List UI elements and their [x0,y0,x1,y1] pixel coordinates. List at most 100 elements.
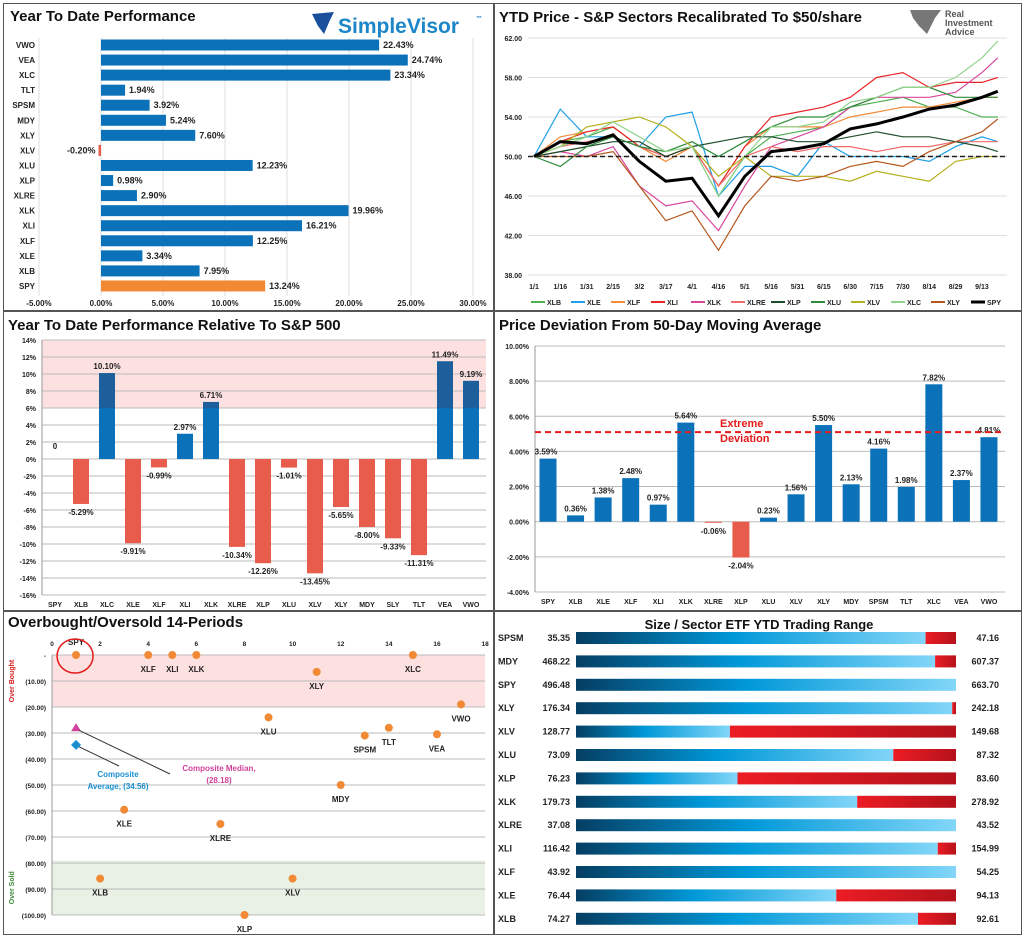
high-value: 87.32 [976,750,999,760]
point-label: XLI [166,665,178,674]
category-label: VWO [16,41,35,50]
point-label: XLY [309,682,324,691]
chart-title: Size / Sector ETF YTD Trading Range [645,617,874,632]
category-label: XLC [100,602,114,609]
data-label: 2.90% [141,191,167,201]
average-marker [71,739,82,750]
category-label: VWO [981,599,998,606]
point-xlu [264,713,273,722]
legend-label: XLF [627,300,641,307]
data-label: -12.26% [248,567,278,576]
category-label: XLU [761,599,775,606]
x-tick-label: 0 [50,641,54,648]
legend-label: XLV [867,300,880,307]
x-tick-label: 6/15 [817,284,831,291]
data-label: 12.23% [257,160,288,170]
bar-xlk [101,205,349,217]
highlight-circle [56,638,94,674]
panel-ytd-price: YTD Price - S&P Sectors Recalibrated To … [494,3,1022,311]
ytd-performance-chart: Year To Date Performance -5.00% 0.00% 5.00%… [10,8,487,308]
annotation-label: Composite Median, [182,764,255,773]
data-label: -8.00% [354,531,379,540]
data-label: 1.94% [129,85,155,95]
range-row-xlk: XLK 179.73 278.92 [498,795,999,808]
y-tick-label: 12% [22,355,37,362]
data-label: -9.33% [380,542,405,551]
y-tick-label: 2% [26,440,37,447]
range-bar-remaining [737,772,956,785]
ticker-label: XLF [498,867,516,877]
bar-overlay [203,401,219,408]
range-bar-current [576,678,956,691]
data-label: 3.34% [146,251,172,261]
category-label: XLC [19,71,35,80]
zone-label: Over Bought [9,659,16,702]
data-label: -13.45% [300,577,330,586]
x-tick-label: 12 [337,641,345,648]
point-label: SPSM [353,746,376,755]
x-tick-label: 0.00% [90,299,113,308]
high-value: 154.99 [971,844,999,854]
y-tick-label: - [44,653,46,660]
bar-mdy [359,459,375,527]
bar-xli [101,220,303,232]
bar-xly [101,129,196,141]
low-value: 468.22 [542,656,570,666]
point-xly [312,667,321,676]
category-label: XLB [569,599,583,606]
bar-tlt [101,84,126,96]
legend-label: XLRE [747,300,766,307]
low-value: 37.08 [547,820,570,830]
y-tick-label: -12% [20,559,37,566]
panel-trading-range: Size / Sector ETF YTD Trading Range SPSM 3… [494,611,1022,935]
low-value: 76.44 [547,890,570,900]
range-bar-current [576,795,858,808]
data-label: 0.23% [757,507,780,516]
chart-title: Year To Date Performance Relative To S&P… [8,317,341,334]
range-bar-current [576,725,730,738]
bar-xlf [101,235,253,247]
range-row-xlp: XLP 76.23 83.60 [498,772,999,785]
range-bar-remaining [925,632,956,644]
bar-mdy [101,114,166,126]
annotation-label: (28.18) [206,776,232,785]
category-label: XLK [204,602,218,609]
leader-line [78,729,171,775]
y-tick-label: -16% [20,593,37,600]
y-tick-label: (40.00) [25,757,46,764]
bar-xlre [229,459,245,547]
ticker-label: XLV [498,727,515,737]
eagle-icon [312,12,334,34]
low-value: 128.77 [542,727,570,737]
range-row-spsm: SPSM 35.35 47.16 [498,632,999,644]
point-label: XLF [141,665,156,674]
x-tick-label: 8 [243,641,247,648]
point-spy [72,651,81,659]
bar-xlre [101,190,137,202]
bar-vwo [980,437,998,522]
data-label: 5.50% [812,414,835,423]
x-tick-label: 1/31 [580,284,594,291]
bar-xlre [704,521,722,523]
y-tick-label: 4.00% [509,449,530,456]
y-tick-label: (90.00) [25,887,46,894]
data-label: 7.95% [204,266,230,276]
range-bar-remaining [729,725,956,738]
bar-xlv [787,494,805,522]
series-line-xlk [533,57,999,232]
low-value: 76.23 [547,773,570,783]
series-line-xly [534,118,999,252]
category-label: SLY [387,602,400,609]
bar-xlp [732,521,750,558]
category-label: XLP [19,177,35,186]
bar-vwo [101,39,380,51]
bar-xly [333,459,349,508]
category-label: XLI [180,602,191,609]
data-label: 6.71% [200,391,223,400]
bar-vea [101,54,408,66]
bar-xlu [101,159,253,171]
bar-xlf [622,478,640,522]
x-tick-label: 5/16 [764,284,778,291]
